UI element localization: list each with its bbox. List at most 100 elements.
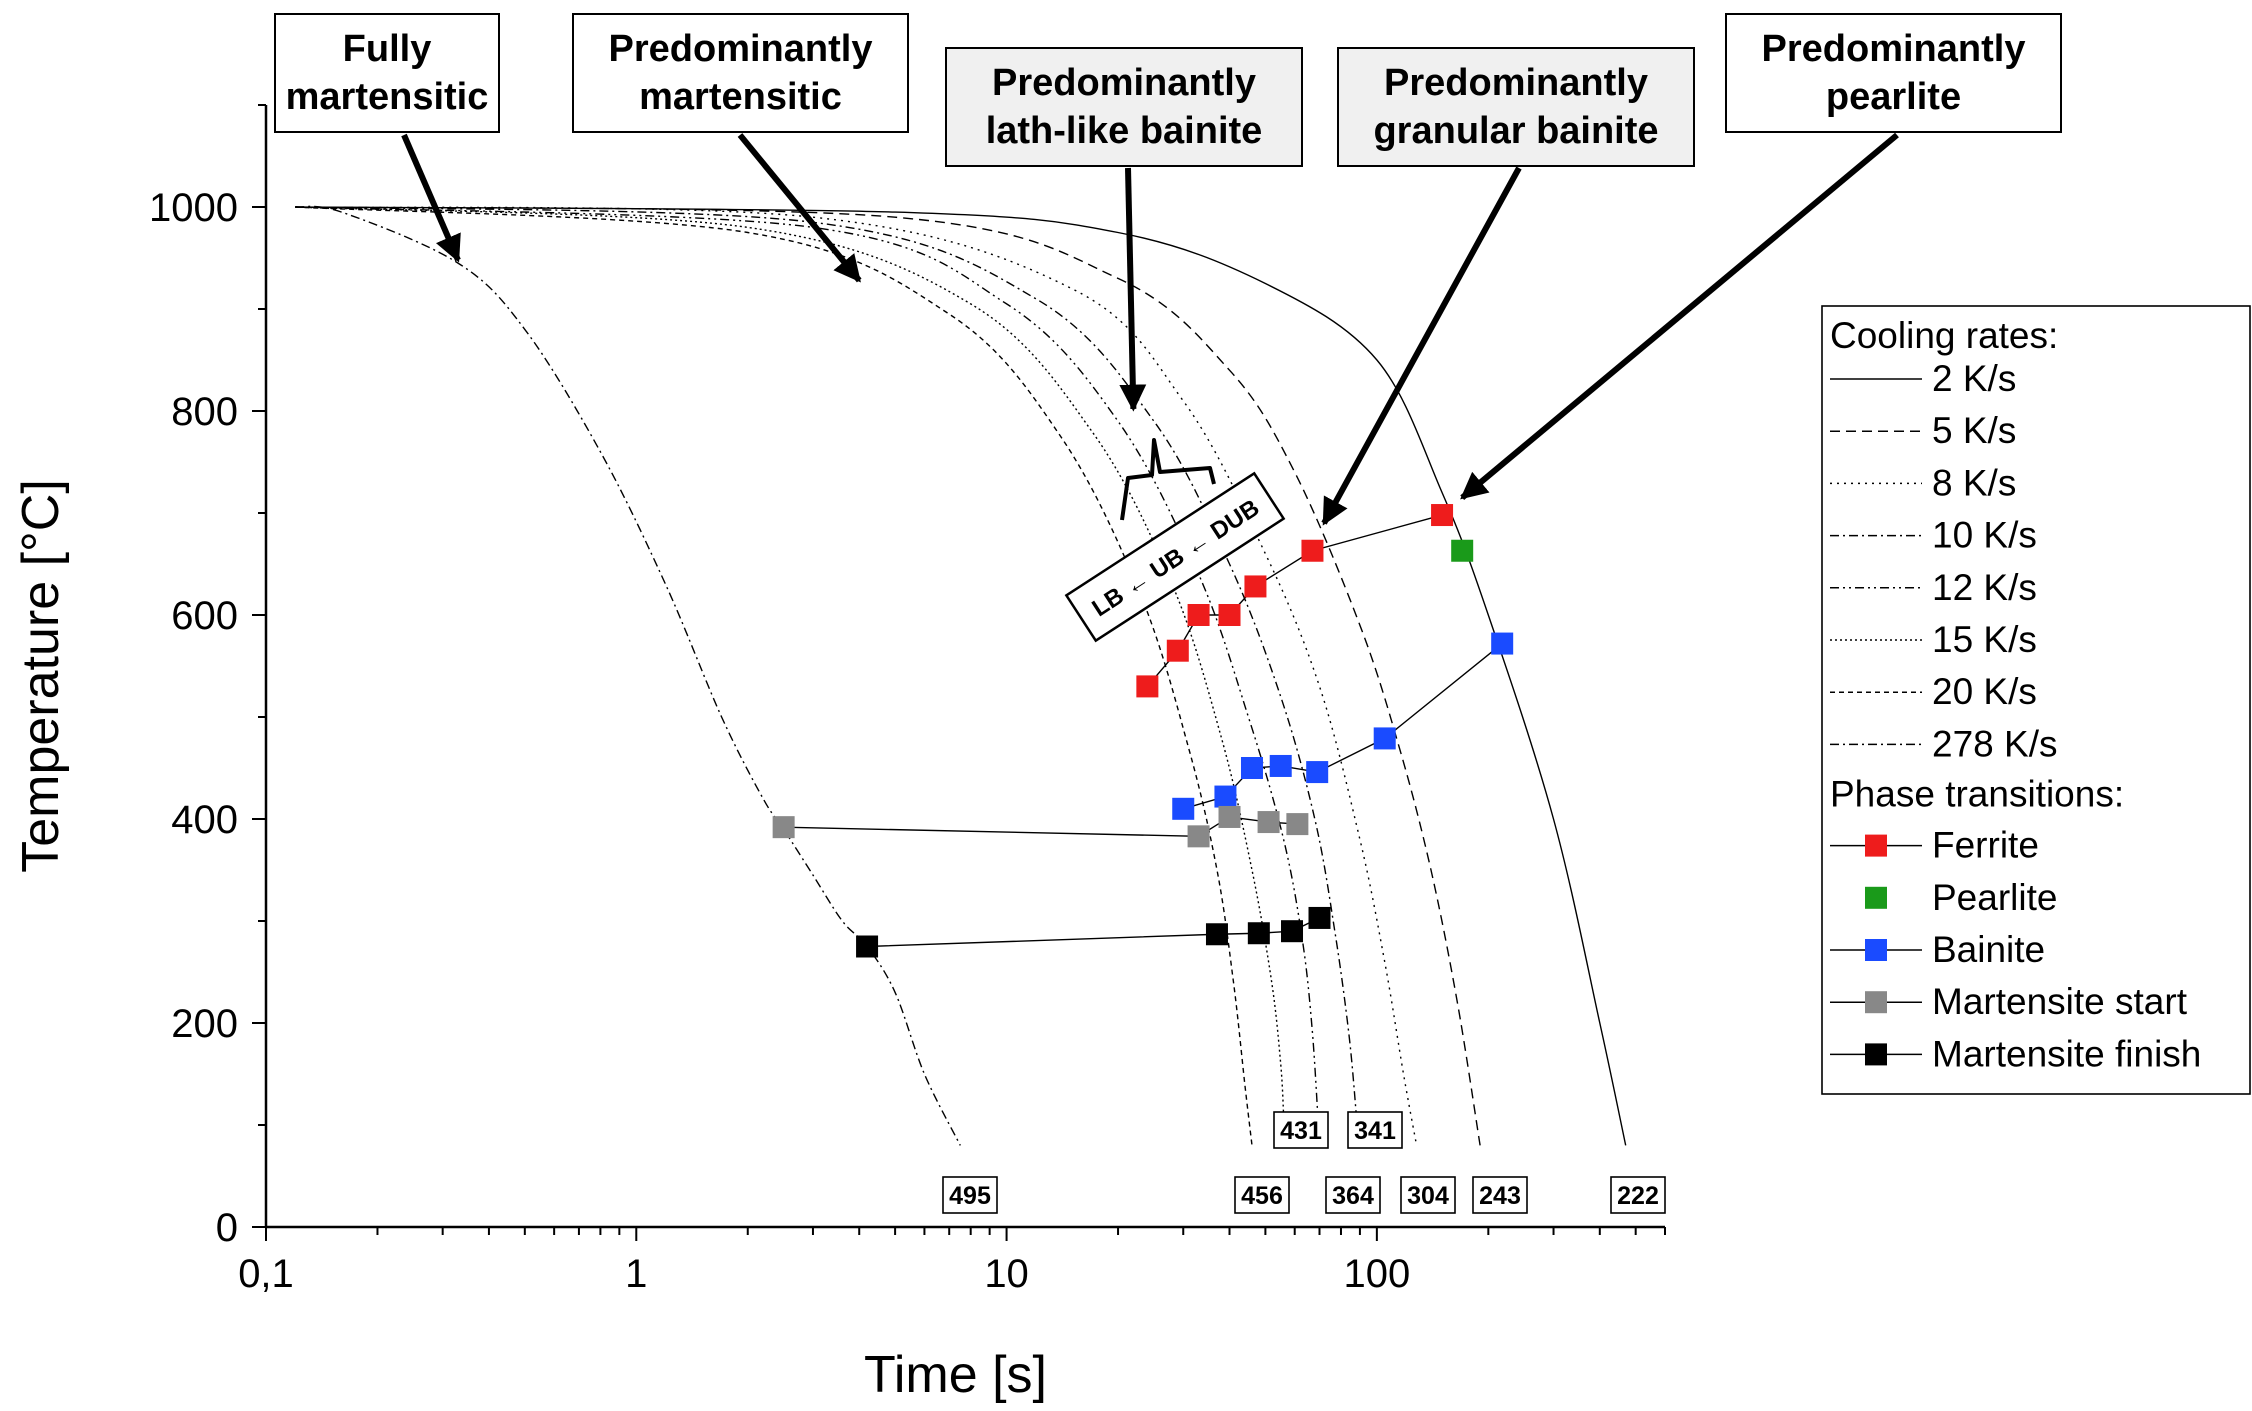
legend-box <box>1821 305 2251 1095</box>
legend-item-20-k-s: 20 K/s <box>1830 671 2037 712</box>
transition-marker <box>1491 632 1514 655</box>
legend-label: 10 K/s <box>1932 515 2037 556</box>
end-label-text: 222 <box>1617 1182 1659 1210</box>
transition-marker <box>1218 604 1241 626</box>
annotation-line: pearlite <box>1826 76 1961 118</box>
annotation-arrow <box>1119 167 1147 412</box>
cooling-curve-10-k-s <box>295 206 1357 1115</box>
end-label-text: 431 <box>1280 1117 1322 1145</box>
annotation-arrow <box>1460 132 1899 501</box>
legend-swatch-marker <box>1865 886 1887 909</box>
transition-marker <box>1187 604 1210 626</box>
annotation-line: Predominantly <box>609 28 873 70</box>
annotation-line: granular bainite <box>1373 110 1658 152</box>
transition-marker <box>1451 539 1474 562</box>
y-tick-label: 1000 <box>149 186 238 230</box>
annotation-box <box>1337 47 1695 167</box>
legend-item-278-k-s: 278 K/s <box>1830 723 2057 764</box>
end-label-222: 222 <box>1610 1176 1666 1214</box>
transition-marker <box>1247 922 1270 945</box>
transition-ferrite <box>1136 504 1454 698</box>
transition-marker <box>1308 906 1331 929</box>
annotation-predominantly-granular-bainite: Predominantly granular bainite <box>1321 47 1695 526</box>
end-label-box <box>1325 1176 1381 1214</box>
cooling-curve-15-k-s <box>295 206 1285 1115</box>
annotation-box <box>572 13 909 133</box>
legend-label: 2 K/s <box>1932 358 2016 399</box>
legend-label: 20 K/s <box>1932 671 2037 712</box>
end-label-box <box>942 1176 998 1214</box>
x-tick-label: 1 <box>625 1252 647 1296</box>
end-label-364: 364 <box>1325 1176 1381 1214</box>
region-label-box <box>1064 471 1286 643</box>
transition-line <box>1183 643 1503 810</box>
transition-marker <box>1172 797 1195 820</box>
transition-marker <box>1301 539 1324 562</box>
annotation-line: lath-like bainite <box>986 110 1263 152</box>
end-label-box <box>1347 1111 1403 1149</box>
end-label-text: 495 <box>949 1182 991 1210</box>
transition-marker <box>1166 639 1189 662</box>
transition-martensite-finish <box>856 906 1331 958</box>
end-label-text: 456 <box>1241 1182 1283 1210</box>
y-tick-label: 600 <box>171 594 238 638</box>
annotation-fully-martensitic: Fully martensitic <box>274 13 500 263</box>
end-label-431: 431 <box>1273 1111 1329 1149</box>
annotation-predominantly-pearlite: Predominantly pearlite <box>1460 13 2062 501</box>
transition-marker <box>1187 825 1210 848</box>
bainite-region-bracket: LB ← UB ← DUB <box>1064 438 1286 643</box>
legend-item-8-k-s: 8 K/s <box>1830 462 2016 503</box>
legend-label: 5 K/s <box>1932 410 2016 451</box>
annotation-box <box>945 47 1303 167</box>
transition-marker <box>1286 813 1309 836</box>
transition-marker <box>772 816 795 839</box>
transition-marker <box>1240 757 1263 779</box>
cooling-curve-12-k-s <box>295 206 1321 1146</box>
end-label-304: 304 <box>1400 1176 1456 1214</box>
end-label-text: 364 <box>1332 1182 1374 1210</box>
legend-item-martensite-start: Martensite start <box>1830 981 2188 1022</box>
transition-marker <box>1269 754 1292 777</box>
y-tick-label: 200 <box>171 1002 238 1046</box>
annotation-arrow <box>1321 166 1522 526</box>
transition-bainite <box>1172 632 1514 820</box>
transition-marker <box>1281 920 1304 943</box>
x-tick-label: 0,1 <box>238 1252 294 1296</box>
end-label-box <box>1273 1111 1329 1149</box>
end-label-341: 341 <box>1347 1111 1403 1149</box>
end-label-456: 456 <box>1234 1176 1290 1214</box>
transition-marker <box>1244 575 1267 598</box>
cooling-curve-8-k-s <box>295 206 1418 1146</box>
legend-label: Bainite <box>1932 929 2045 970</box>
legend-swatch-marker <box>1865 991 1887 1014</box>
legend-cooling-title: Cooling rates: <box>1830 315 2058 356</box>
annotation-line: Fully <box>343 28 432 70</box>
annotation-box <box>274 13 500 133</box>
end-label-text: 304 <box>1407 1182 1449 1210</box>
legend-label: Martensite finish <box>1932 1033 2201 1074</box>
transition-pearlite <box>1451 539 1474 562</box>
y-tick-label: 400 <box>171 798 238 842</box>
cooling-curve-278-k-s <box>295 205 961 1146</box>
end-label-495: 495 <box>942 1176 998 1214</box>
transition-marker <box>1214 785 1237 808</box>
annotation-line: Predominantly <box>1762 28 2026 70</box>
cooling-curve-2-k-s <box>295 206 1627 1146</box>
legend-label: Ferrite <box>1932 825 2039 866</box>
transition-marker <box>856 935 879 958</box>
brace-shape <box>1120 438 1216 521</box>
region-label-text: LB ← UB ← DUB <box>1087 494 1264 622</box>
legend-item-pearlite: Pearlite <box>1865 877 2057 918</box>
x-axis-title: Time [s] <box>864 1346 1047 1404</box>
end-label-text: 341 <box>1354 1117 1396 1145</box>
y-axis-title: Temperature [°C] <box>12 479 70 873</box>
legend-item-12-k-s: 12 K/s <box>1830 567 2037 608</box>
transition-martensite-start <box>772 805 1309 848</box>
transition-marker <box>1257 811 1280 834</box>
transition-marker <box>1205 923 1228 946</box>
annotation-line: martensitic <box>639 76 842 118</box>
legend-item-15-k-s: 15 K/s <box>1830 619 2037 660</box>
legend-label: 8 K/s <box>1932 462 2016 503</box>
legend-item-bainite: Bainite <box>1830 929 2045 970</box>
